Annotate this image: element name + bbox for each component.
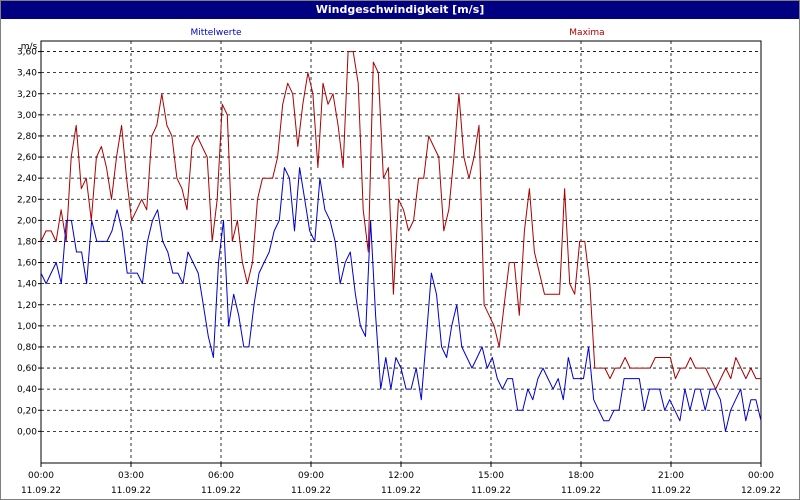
x-tick-date: 11.09.22 [561, 486, 601, 496]
y-tick-label: 3,40 [17, 69, 37, 79]
x-tick-date: 12.09.22 [741, 486, 781, 496]
legend-mittelwerte: Mittelwerte [190, 28, 241, 38]
y-tick-label: 2,20 [17, 195, 37, 205]
x-tick-date: 11.09.22 [651, 486, 691, 496]
chart-title: Windgeschwindigkeit [m/s] [1, 1, 799, 19]
x-tick-date: 11.09.22 [381, 486, 421, 496]
x-tick-date: 11.09.22 [111, 486, 151, 496]
y-tick-label: 1,40 [17, 280, 37, 290]
y-tick-label: 2,40 [17, 174, 37, 184]
y-tick-label: 1,20 [17, 301, 37, 311]
y-tick-label: 0,40 [17, 385, 37, 395]
x-tick-time: 06:00 [208, 471, 234, 481]
x-tick-date: 11.09.22 [201, 486, 241, 496]
y-tick-label: 3,60 [17, 48, 37, 58]
y-tick-label: 2,60 [17, 153, 37, 163]
x-tick-time: 09:00 [298, 471, 324, 481]
y-tick-label: 1,00 [17, 322, 37, 332]
x-tick-time: 12:00 [388, 471, 414, 481]
legend-maxima: Maxima [569, 28, 604, 38]
y-tick-label: 1,80 [17, 237, 37, 247]
y-tick-label: 2,80 [17, 132, 37, 142]
y-tick-label: 0,00 [17, 427, 37, 437]
x-tick-time: 00:00 [28, 471, 54, 481]
x-tick-time: 03:00 [118, 471, 144, 481]
y-tick-label: 0,60 [17, 364, 37, 374]
x-tick-date: 11.09.22 [21, 486, 61, 496]
x-tick-date: 11.09.22 [291, 486, 331, 496]
y-tick-label: 3,20 [17, 90, 37, 100]
x-tick-time: 18:00 [568, 471, 594, 481]
y-axis-label: m/s [21, 42, 38, 52]
x-tick-time: 00:00 [748, 471, 774, 481]
y-axis: 0,00 0,20 0,40 0,60 0,80 1,00 1,20 1,40 1,60 1,80… [17, 48, 41, 437]
x-tick-time: 21:00 [658, 471, 684, 481]
y-tick-label: 3,00 [17, 111, 37, 121]
series-layer [40, 51, 762, 432]
y-tick-label: 1,60 [17, 259, 37, 269]
x-tick-time: 15:00 [478, 471, 504, 481]
series-mittelwerte-line [40, 167, 762, 432]
x-axis: 00:00 11.09.22 03:00 11.09.22 06:00 11.09.22 0… [21, 463, 781, 496]
series-maxima-line [40, 51, 761, 390]
y-tick-label: 2,00 [17, 216, 37, 226]
y-tick-label: 0,20 [17, 406, 37, 416]
y-tick-label: 0,80 [17, 343, 37, 353]
x-tick-date: 11.09.22 [471, 486, 511, 496]
